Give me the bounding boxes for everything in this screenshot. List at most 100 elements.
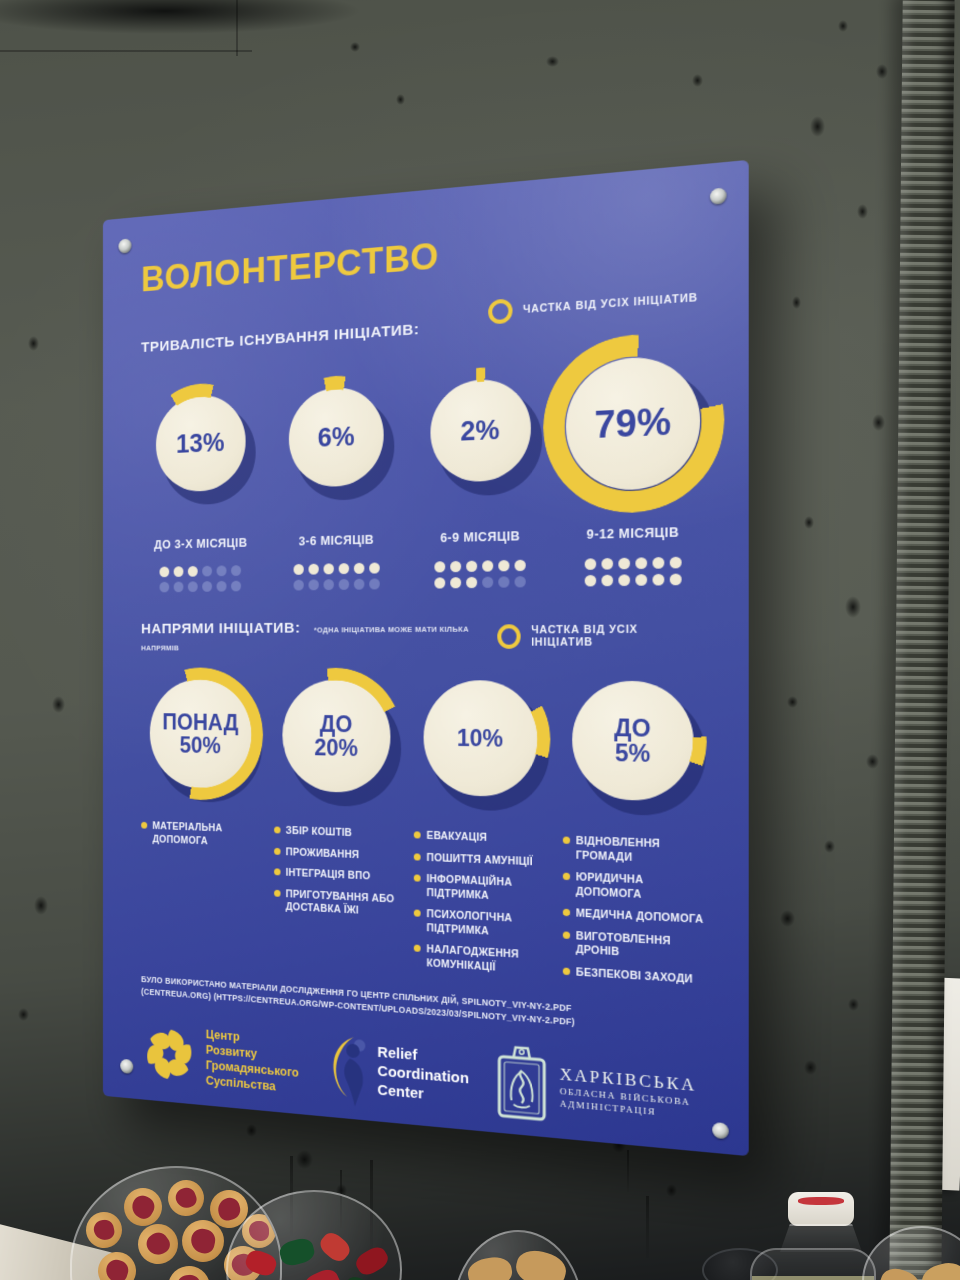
directions-section-header: НАПРЯМИ ІНІЦІАТИВ: *ОДНА ІНІЦІАТИВА МОЖЕ… — [141, 617, 704, 656]
wall-chip — [872, 414, 885, 431]
month-dot-filled — [188, 565, 198, 577]
bullet-icon — [273, 826, 281, 834]
legend: ЧАСТКА ВІД УСІХ ІНІЦІАТИВ — [488, 285, 698, 325]
formwork-seam — [236, 0, 238, 56]
month-dot-filled — [669, 573, 682, 586]
wall-chip — [666, 1184, 677, 1197]
wall-chip — [34, 896, 48, 915]
legend-label: ЧАСТКА ВІД УСІХ ІНІЦІАТИВ — [522, 291, 698, 317]
month-dot-filled — [434, 577, 446, 589]
month-dot-empty — [338, 578, 349, 590]
donut-arc — [271, 667, 403, 806]
wall-chip — [692, 74, 703, 87]
month-dot-filled — [635, 574, 647, 586]
grommet-icon — [710, 187, 727, 205]
ring-icon — [488, 298, 513, 325]
grommet-icon — [712, 1121, 729, 1140]
kharkiv-crest-icon — [493, 1042, 550, 1127]
month-dot-empty — [482, 576, 494, 588]
bullet-icon — [413, 944, 421, 953]
months-dot-grid — [584, 556, 682, 587]
month-dot-empty — [216, 580, 227, 592]
bullet-icon — [273, 847, 281, 855]
donut-chart-upto5: ДО 5% — [559, 668, 708, 815]
direction-item: БЕЗПЕКОВІ ЗАХОДИ — [562, 965, 704, 988]
month-dot-empty — [368, 578, 380, 590]
biscuit — [512, 1246, 570, 1280]
direction-item: ПСИХОЛОГІЧНА ПІДТРИМКА — [413, 908, 548, 943]
wall-chip — [845, 596, 861, 618]
bullet-icon — [413, 852, 421, 861]
month-dot-empty — [308, 579, 319, 591]
donut-chart-upto20: ДО 20% — [271, 667, 403, 806]
directions-col-3: ДО 5% ВІДНОВЛЕННЯ ГРОМАДИ ЮРИДИЧНА ДОПОМ… — [559, 661, 708, 996]
bullet-icon — [413, 874, 421, 882]
month-dot-empty — [498, 576, 510, 588]
duration-col-2: 2% 6-9 МІСЯЦІВ — [414, 337, 548, 589]
month-dot-filled — [323, 563, 334, 575]
direction-item: НАЛАГОДЖЕННЯ КОМУНІКАЦІЇ — [413, 943, 548, 978]
bullet-icon — [562, 967, 570, 975]
heart-cookie — [165, 1263, 213, 1280]
heart-cookie — [82, 1208, 126, 1252]
month-dot-filled — [466, 576, 478, 589]
bottle-cap — [788, 1192, 854, 1226]
cap-stripe — [798, 1197, 844, 1205]
wall-chip — [838, 20, 848, 32]
direction-list: ВІДНОВЛЕННЯ ГРОМАДИ ЮРИДИЧНА ДОПОМОГА МЕ… — [562, 834, 704, 996]
month-dot-filled — [498, 559, 510, 572]
paint-drip — [646, 1196, 649, 1258]
donut-label: 6-9 МІСЯЦІВ — [440, 529, 521, 546]
month-dot-empty — [514, 576, 527, 588]
wall-chip — [546, 56, 559, 67]
khoda-logo-text: ХАРКІВСЬКА ОБЛАСНА ВІЙСЬКОВА АДМІНІСТРАЦ… — [559, 1064, 697, 1117]
month-dot-filled — [159, 566, 170, 578]
logos-row: Центр Розвитку Громадянського Суспільств… — [141, 1015, 704, 1140]
donut-chart-13pct: 13% — [145, 380, 257, 505]
bullet-icon — [562, 872, 570, 881]
wall-shadow — [0, 0, 360, 34]
month-dot-filled — [652, 573, 665, 586]
wall-chip — [28, 336, 39, 351]
month-dot-filled — [450, 577, 462, 589]
months-dot-grid — [293, 562, 380, 591]
wall-chip — [18, 1008, 29, 1021]
month-dot-filled — [353, 562, 365, 574]
paint-drip — [627, 1150, 629, 1192]
month-dot-filled — [293, 563, 304, 575]
months-dot-grid — [434, 559, 527, 589]
direction-item: МЕДИЧНА ДОПОМОГА — [562, 907, 704, 928]
rcc-logo-text: Relief Coordination Center — [377, 1043, 470, 1103]
month-dot-filled — [368, 562, 380, 574]
donut-arc — [543, 329, 725, 516]
bullet-icon — [562, 836, 570, 844]
directions-col-0: ПОНАД 50% МАТЕРІАЛЬНА ДОПОМОГА — [139, 661, 263, 968]
month-dot-filled — [450, 560, 462, 573]
wall-chip — [866, 754, 879, 769]
wall-chip — [52, 696, 65, 713]
poster-title: ВОЛОНТЕРСТВО — [141, 235, 440, 300]
water-bottle — [744, 1186, 876, 1280]
duration-col-1: 6% 3-6 МІСЯЦІВ — [274, 346, 401, 591]
month-dot-empty — [231, 565, 242, 576]
month-dot-empty — [216, 565, 227, 577]
legend-label: ЧАСТКА ВІД УСІХ ІНІЦІАТИВ — [531, 623, 638, 649]
wrapped-candy — [300, 1265, 344, 1280]
ring-icon — [497, 624, 521, 649]
month-dot-empty — [323, 579, 334, 591]
logo-civil-society-center: Центр Розвитку Громадянського Суспільств… — [141, 1021, 299, 1097]
wall-chip — [780, 910, 795, 927]
wall-chip — [876, 64, 888, 79]
bullet-icon — [141, 821, 148, 829]
formwork-seam — [0, 50, 252, 52]
wall-chip — [848, 998, 859, 1011]
wrapped-candy — [352, 1243, 392, 1279]
wrapped-candy — [340, 1272, 380, 1280]
duration-donut-row: 13% ДО 3-Х МІСЯЦІВ 6% 3-6 МІСЯЦІВ 2% — [141, 327, 725, 593]
wall-chip — [787, 696, 798, 708]
logo-kharkiv-administration: ХАРКІВСЬКА ОБЛАСНА ВІЙСЬКОВА АДМІНІСТРАЦ… — [493, 1042, 697, 1140]
month-dot-filled — [669, 556, 682, 569]
biscuit — [918, 1258, 960, 1280]
bullet-icon — [562, 930, 570, 939]
